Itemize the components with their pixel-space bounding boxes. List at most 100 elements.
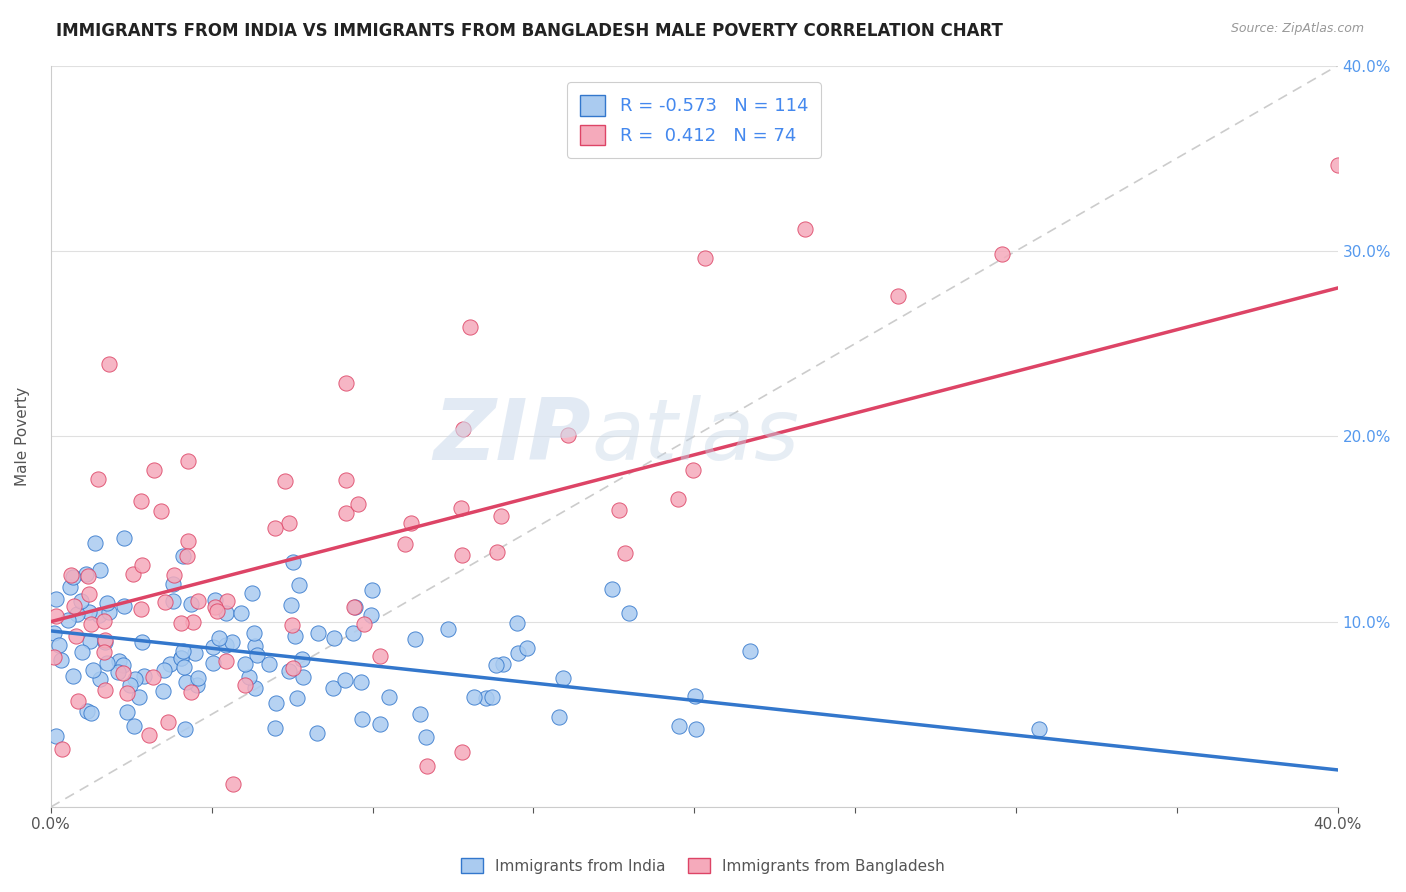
Point: [484, 658, 506, 673]
Point: [208, 631, 231, 645]
Text: IMMIGRANTS FROM INDIA VS IMMIGRANTS FROM BANGLADESH MALE POVERTY CORRELATION CHA: IMMIGRANTS FROM INDIA VS IMMIGRANTS FROM…: [56, 22, 1002, 40]
Point: [66, 694, 89, 708]
Point: [79, 633, 101, 648]
Point: [118, 678, 141, 692]
Point: [48, 638, 70, 652]
Point: [172, 644, 194, 658]
Point: [42, 649, 65, 664]
Point: [59, 580, 82, 594]
Point: [280, 598, 302, 612]
Point: [491, 508, 513, 523]
Point: [516, 641, 538, 656]
Point: [201, 640, 224, 655]
Point: [45, 591, 67, 606]
Point: [162, 576, 184, 591]
Point: [177, 534, 200, 549]
Point: [77, 587, 100, 601]
Point: [668, 719, 690, 733]
Point: [557, 427, 579, 442]
Point: [112, 665, 135, 680]
Point: [399, 516, 422, 530]
Point: [491, 657, 513, 671]
Point: [87, 472, 110, 486]
Point: [451, 745, 474, 759]
Point: [122, 566, 145, 581]
Point: [548, 710, 571, 724]
Point: [214, 606, 236, 620]
Point: [291, 652, 314, 666]
Point: [170, 651, 193, 665]
Point: [481, 690, 503, 705]
Point: [990, 247, 1012, 261]
Point: [77, 569, 100, 583]
Point: [277, 516, 299, 530]
Point: [204, 599, 226, 614]
Point: [285, 691, 308, 706]
Point: [108, 654, 131, 668]
Point: [89, 563, 111, 577]
Point: [278, 664, 301, 678]
Legend: Immigrants from India, Immigrants from Bangladesh: Immigrants from India, Immigrants from B…: [456, 852, 950, 880]
Point: [96, 657, 118, 671]
Point: [63, 599, 86, 613]
Point: [173, 722, 195, 736]
Point: [131, 634, 153, 648]
Point: [600, 582, 623, 597]
Point: [215, 654, 238, 668]
Point: [416, 759, 439, 773]
Point: [202, 656, 225, 670]
Point: [342, 626, 364, 640]
Point: [263, 521, 285, 535]
Point: [607, 503, 630, 517]
Point: [347, 497, 370, 511]
Point: [58, 614, 80, 628]
Point: [173, 660, 195, 674]
Point: [335, 506, 357, 520]
Point: [288, 578, 311, 592]
Point: [475, 690, 498, 705]
Point: [666, 492, 689, 507]
Point: [59, 567, 82, 582]
Point: [551, 671, 574, 685]
Point: [794, 221, 817, 235]
Point: [152, 663, 174, 677]
Point: [42, 625, 65, 640]
Point: [274, 474, 297, 488]
Point: [281, 555, 304, 569]
Point: [283, 661, 305, 675]
Point: [238, 670, 260, 684]
Point: [368, 649, 391, 664]
Point: [738, 644, 761, 658]
Point: [186, 678, 208, 692]
Point: [80, 616, 103, 631]
Point: [284, 629, 307, 643]
Point: [322, 681, 344, 695]
Y-axis label: Male Poverty: Male Poverty: [15, 387, 30, 486]
Text: atlas: atlas: [592, 395, 799, 478]
Point: [463, 690, 485, 704]
Point: [333, 673, 356, 688]
Point: [360, 583, 382, 598]
Point: [65, 629, 87, 643]
Point: [176, 454, 198, 468]
Point: [115, 685, 138, 699]
Point: [94, 635, 117, 649]
Point: [62, 669, 84, 683]
Point: [115, 705, 138, 719]
Point: [170, 615, 193, 630]
Text: Source: ZipAtlas.com: Source: ZipAtlas.com: [1230, 22, 1364, 36]
Point: [129, 494, 152, 508]
Point: [131, 558, 153, 572]
Point: [128, 690, 150, 704]
Point: [685, 722, 707, 736]
Point: [162, 594, 184, 608]
Point: [292, 670, 315, 684]
Point: [451, 422, 474, 436]
Point: [458, 319, 481, 334]
Point: [378, 690, 401, 705]
Point: [233, 657, 256, 671]
Point: [221, 635, 243, 649]
Point: [142, 463, 165, 477]
Point: [97, 605, 120, 619]
Point: [887, 289, 910, 303]
